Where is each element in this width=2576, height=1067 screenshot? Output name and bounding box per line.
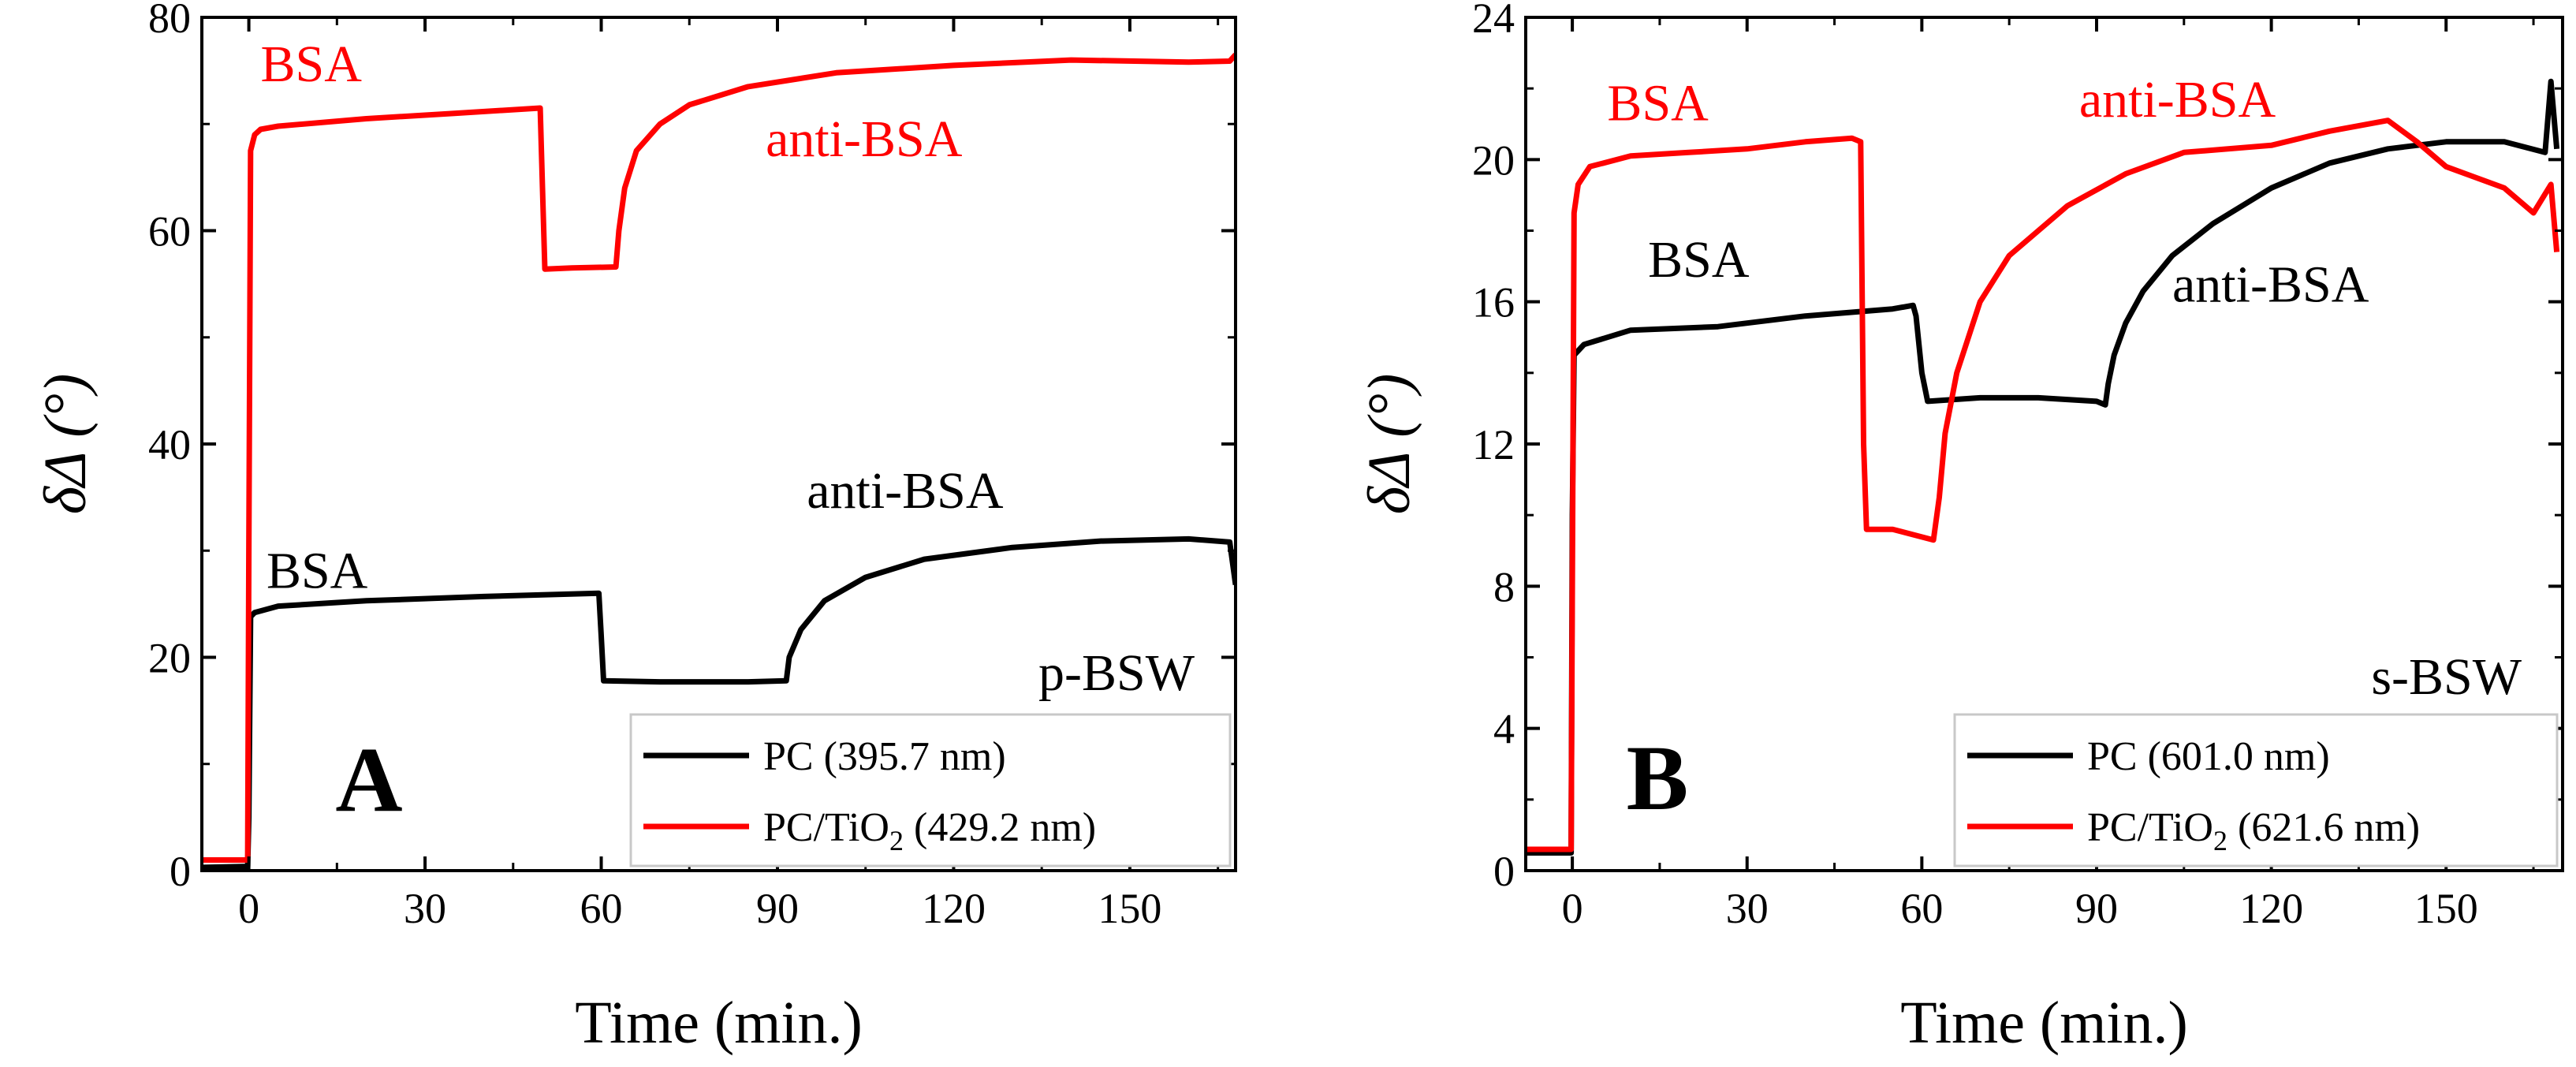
x-tick-label: 90 [756, 885, 799, 932]
x-axis-label: Time (min.) [1900, 990, 2188, 1056]
series-line-pc [1526, 78, 2560, 856]
x-tick-label: 120 [2239, 885, 2303, 932]
series-annotation: BSA [1648, 231, 1750, 289]
y-tick-label: 24 [1472, 0, 1515, 42]
y-tick-label: 60 [148, 208, 191, 256]
x-tick-label: 150 [2414, 885, 2478, 932]
y-tick-label: 80 [148, 0, 191, 42]
mode-label: p-BSW [1038, 644, 1195, 702]
y-tick-label: 40 [148, 421, 191, 468]
mode-label: s-BSW [2371, 648, 2522, 706]
series-line-pc [202, 535, 1236, 871]
x-tick-label: 30 [404, 885, 446, 932]
series-annotation: anti-BSA [2079, 71, 2276, 129]
x-tick-label: 90 [2075, 885, 2118, 932]
y-axis-label: δΔ (°) [1356, 374, 1422, 515]
series-annotation: BSA [260, 35, 362, 93]
panel-a: BSA anti-BSA BSA anti-BSA 0 30 60 90 120 150 0 20 40… [32, 0, 1237, 1056]
x-tick-label: 150 [1098, 885, 1161, 932]
series-line-pc-tio2 [1526, 118, 2560, 852]
series-annotation: anti-BSA [807, 462, 1004, 520]
y-tick-label: 8 [1493, 563, 1515, 610]
legend-label: PC (601.0 nm) [2087, 734, 2330, 779]
x-tick-label: 0 [1562, 885, 1583, 932]
x-tick-label: 120 [922, 885, 986, 932]
y-tick-label: 20 [148, 635, 191, 682]
x-axis-label: Time (min.) [575, 990, 863, 1056]
panel-b: BSA anti-BSA BSA anti-BSA 0 30 60 90 120 150 0 4 8 12… [1356, 0, 2564, 1056]
series-annotation: BSA [1607, 75, 1709, 132]
legend: PC (601.0 nm) PC/TiO2 (621.6 nm) [1953, 713, 2559, 867]
y-tick-label: 12 [1472, 421, 1515, 468]
series-annotation: anti-BSA [766, 110, 963, 168]
series-line-pc-tio2 [202, 52, 1236, 863]
y-axis-label: δΔ (°) [32, 374, 99, 515]
y-tick-label: 20 [1472, 136, 1515, 184]
legend-label: PC/TiO2 (429.2 nm) [763, 805, 1096, 856]
panel-label: A [335, 728, 402, 831]
y-tick-label: 0 [1493, 848, 1515, 895]
y-tick-label: 16 [1472, 279, 1515, 326]
y-tick-label: 0 [170, 848, 191, 895]
legend-box [1953, 713, 2559, 867]
x-tick-label: 60 [1900, 885, 1943, 932]
y-tick-label: 4 [1493, 706, 1515, 753]
series-annotation: anti-BSA [2172, 256, 2369, 314]
x-tick-label: 0 [238, 885, 259, 932]
legend-label: PC/TiO2 (621.6 nm) [2087, 805, 2420, 856]
x-tick-label: 60 [580, 885, 623, 932]
series-annotation: BSA [267, 543, 368, 600]
legend-label: PC (395.7 nm) [763, 734, 1006, 779]
panel-label: B [1627, 726, 1689, 830]
legend: PC (395.7 nm) PC/TiO2 (429.2 nm) [629, 713, 1232, 867]
legend-box [629, 713, 1232, 867]
x-tick-label: 30 [1726, 885, 1769, 932]
